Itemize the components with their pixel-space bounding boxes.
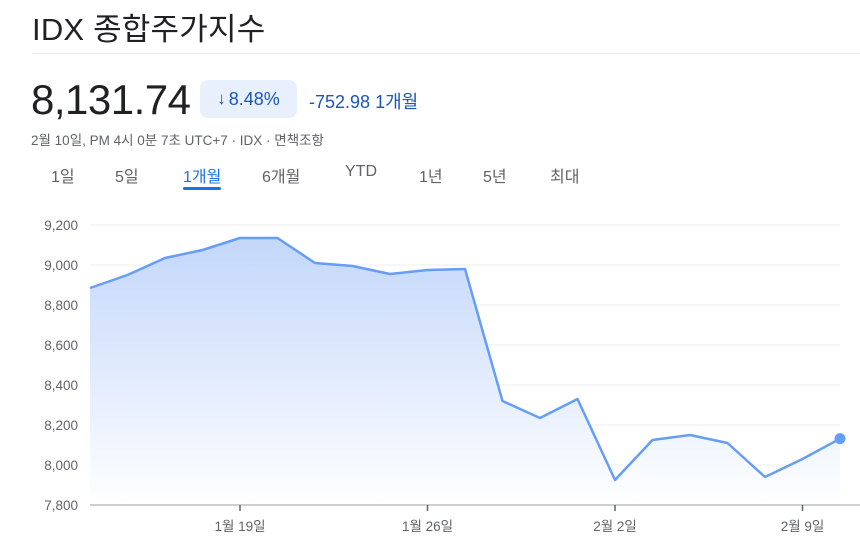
svg-text:8,400: 8,400 [44, 378, 78, 393]
arrow-down-icon: ↓ [217, 89, 226, 108]
current-price: 8,131.74 [31, 76, 191, 123]
price-line [89, 236, 841, 482]
tab-1y[interactable]: 1년 [419, 169, 443, 186]
svg-text:9,200: 9,200 [44, 218, 78, 233]
tab-1m[interactable]: 1개월 [183, 160, 222, 190]
svg-text:7,800: 7,800 [44, 498, 78, 513]
change-value: -752.98 [309, 92, 371, 112]
last-point-marker [834, 433, 846, 445]
svg-text:8,200: 8,200 [44, 418, 78, 433]
divider [32, 53, 860, 54]
price-area [90, 238, 840, 505]
x-axis-labels: 1월 19일 1월 26일 2월 2일 2월 9일 [214, 505, 824, 534]
page-title: IDX 종합주가지수 [32, 12, 266, 47]
svg-text:1월 19일: 1월 19일 [214, 519, 265, 534]
svg-text:2월 9일: 2월 9일 [781, 519, 825, 534]
quote-meta: 2월 10일, PM 4시 0분 7초 UTC+7 · IDX · 면책조항 [31, 133, 324, 148]
svg-text:1월 26일: 1월 26일 [402, 519, 453, 534]
tab-5d[interactable]: 5일 [115, 169, 139, 186]
svg-text:2월 2일: 2월 2일 [593, 519, 637, 534]
tab-ytd[interactable]: YTD [345, 163, 377, 180]
svg-text:8,800: 8,800 [44, 298, 78, 313]
tab-5y[interactable]: 5년 [483, 169, 507, 186]
change-percent: 8.48% [228, 88, 280, 109]
price-chart[interactable]: 7,800 8,000 8,200 8,400 8,600 8,800 9,000 9,200… [0, 200, 860, 553]
change-summary: -752.98 1개월 [309, 88, 423, 114]
svg-text:8,600: 8,600 [44, 338, 78, 353]
tab-max[interactable]: 최대 [550, 169, 580, 186]
svg-text:9,000: 9,000 [44, 258, 78, 273]
change-period: 1개월 [375, 92, 419, 112]
tab-1d[interactable]: 1일 [51, 169, 75, 186]
y-axis-labels: 7,800 8,000 8,200 8,400 8,600 8,800 9,000 9,200 [44, 218, 78, 513]
change-percent-badge: ↓ 8.48% [200, 80, 297, 118]
svg-text:8,000: 8,000 [44, 458, 78, 473]
tab-6m[interactable]: 6개월 [262, 169, 301, 186]
